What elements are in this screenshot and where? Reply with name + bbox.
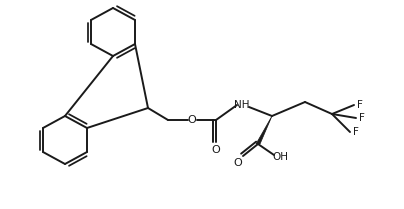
Text: O: O xyxy=(187,115,196,125)
Text: F: F xyxy=(353,127,359,137)
Text: OH: OH xyxy=(272,152,288,162)
Polygon shape xyxy=(256,116,272,144)
Text: O: O xyxy=(234,158,242,168)
Text: NH: NH xyxy=(234,100,250,110)
Text: O: O xyxy=(212,145,220,155)
Text: F: F xyxy=(357,100,363,110)
Text: F: F xyxy=(359,113,365,123)
